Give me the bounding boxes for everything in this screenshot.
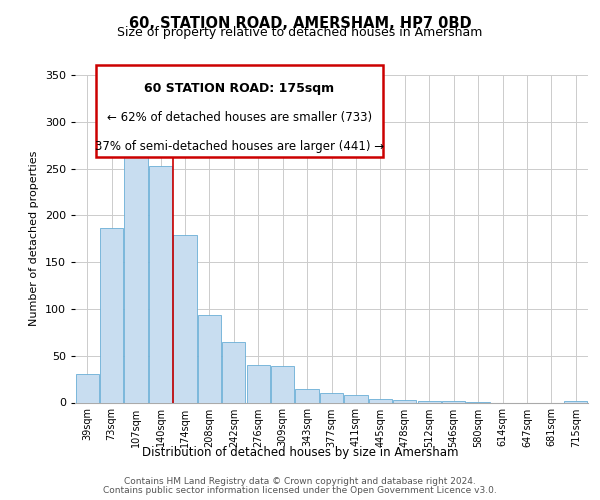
Bar	[295, 390, 319, 402]
Bar	[320, 393, 343, 402]
Bar	[564, 400, 587, 402]
Text: Size of property relative to detached houses in Amersham: Size of property relative to detached ho…	[118, 26, 482, 39]
Text: 60, STATION ROAD, AMERSHAM, HP7 0BD: 60, STATION ROAD, AMERSHAM, HP7 0BD	[128, 16, 472, 31]
Bar	[222, 342, 245, 402]
Bar	[173, 235, 197, 402]
FancyBboxPatch shape	[95, 65, 383, 157]
Bar	[369, 399, 392, 402]
Bar	[76, 374, 99, 402]
Y-axis label: Number of detached properties: Number of detached properties	[29, 151, 39, 326]
Text: Contains public sector information licensed under the Open Government Licence v3: Contains public sector information licen…	[103, 486, 497, 495]
Text: 37% of semi-detached houses are larger (441) →: 37% of semi-detached houses are larger (…	[95, 140, 384, 153]
Text: ← 62% of detached houses are smaller (733): ← 62% of detached houses are smaller (73…	[107, 111, 372, 124]
Bar	[124, 152, 148, 402]
Bar	[149, 166, 172, 402]
Bar	[393, 400, 416, 402]
Bar	[198, 314, 221, 402]
Bar	[418, 400, 441, 402]
Text: Distribution of detached houses by size in Amersham: Distribution of detached houses by size …	[142, 446, 458, 459]
Bar	[100, 228, 123, 402]
Text: 60 STATION ROAD: 175sqm: 60 STATION ROAD: 175sqm	[144, 82, 334, 94]
Bar	[271, 366, 294, 403]
Bar	[442, 400, 465, 402]
Bar	[344, 395, 368, 402]
Text: Contains HM Land Registry data © Crown copyright and database right 2024.: Contains HM Land Registry data © Crown c…	[124, 477, 476, 486]
Bar	[247, 365, 270, 403]
